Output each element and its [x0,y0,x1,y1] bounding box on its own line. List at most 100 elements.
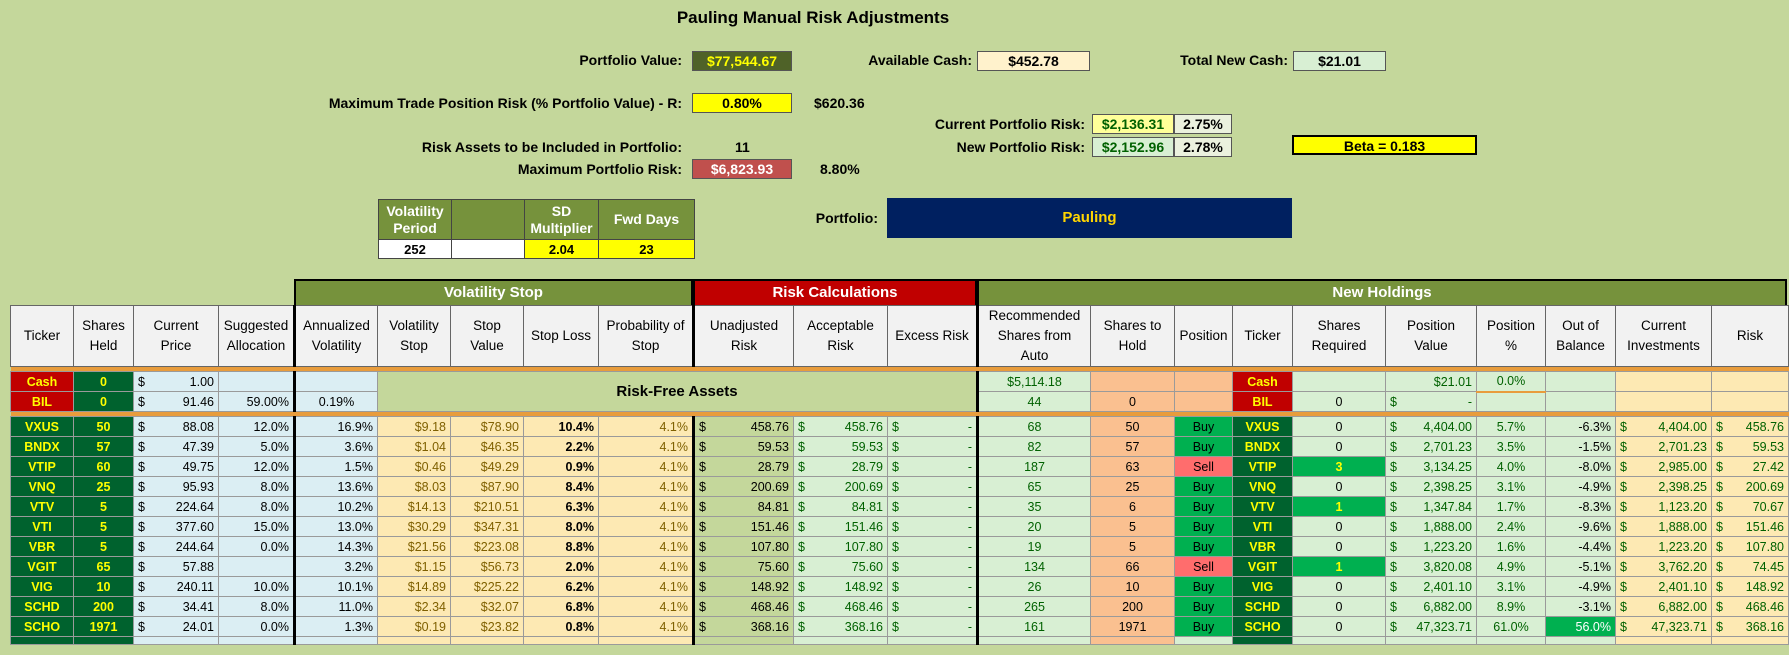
excess-risk-cell: $ - [887,456,978,477]
portfolio-name[interactable]: Pauling [887,198,1292,238]
allocation-cell[interactable]: 8.0% [218,476,295,497]
allocation-cell[interactable]: 12.0% [218,456,295,477]
currency-symbol: $ [1716,579,1723,594]
cell-value: - [967,619,972,634]
ticker-cell[interactable]: VXUS [10,416,74,437]
recommended-cell: 35 [976,496,1091,517]
current-investments-cell [1615,391,1712,412]
shares-held-cell[interactable]: 10 [73,576,134,597]
allocation-cell[interactable]: 15.0% [218,516,295,537]
ticker-cell[interactable]: VTIP [10,456,74,477]
sd-multiplier-value[interactable]: 2.04 [524,239,599,259]
allocation-cell[interactable]: 0.0% [218,616,295,637]
currency-symbol: $ [892,619,899,634]
shares-held-cell[interactable]: 50 [73,416,134,437]
recommended-cell: 82 [976,436,1091,457]
allocation-cell[interactable]: 59.00% [218,391,295,412]
shares-to-hold-cell[interactable]: 5 [1090,536,1175,557]
fwd-days-value[interactable]: 23 [598,239,695,259]
shares-held-cell[interactable]: 5 [73,496,134,517]
shares-held-cell[interactable]: 60 [73,456,134,477]
ticker-cell[interactable]: Cash [10,371,74,392]
shares-held-cell[interactable]: 57 [73,436,134,457]
volatility-stop-cell: $1.15 [377,556,451,577]
ticker-cell[interactable]: SCHD [10,596,74,617]
unadjusted-risk-cell: $200.69 [692,476,794,497]
price-cell: $95.93 [133,476,219,497]
bil-row: BIL 0 $91.46 59.00% 0.19% 44 0 BIL 0 $ - [10,391,1789,412]
shares-to-hold-cell[interactable]: 200 [1090,596,1175,617]
shares-held-cell[interactable]: 65 [73,556,134,577]
shares-held-cell[interactable]: 5 [73,536,134,557]
shares-to-hold-cell[interactable]: 66 [1090,556,1175,577]
position-value-header: Position Value [1385,305,1477,367]
shares-to-hold-cell[interactable]: 57 [1090,436,1175,457]
out-of-balance-cell: -4.4% [1545,536,1616,557]
shares-to-hold-cell[interactable]: 25 [1090,476,1175,497]
risk-assets-label: Risk Assets to be Included in Portfolio: [421,139,682,155]
ticker-cell[interactable]: VBR [10,536,74,557]
ticker-cell[interactable]: VGIT [10,556,74,577]
risk-cell: $107.80 [1711,536,1789,557]
volatility-stop-cell [377,636,451,645]
allocation-cell[interactable] [218,556,295,577]
cell-value: 4,404.00 [1658,419,1707,434]
shares-to-hold-cell[interactable]: 6 [1090,496,1175,517]
allocation-cell[interactable] [218,371,295,392]
allocation-cell[interactable]: 8.0% [218,496,295,517]
ticker2-cell: BIL [1232,391,1293,412]
shares-to-hold-cell[interactable]: 10 [1090,576,1175,597]
shares-to-hold-cell[interactable] [1090,371,1175,392]
ticker-cell[interactable]: BIL [10,391,74,412]
volatility-stop-cell: $0.19 [377,616,451,637]
allocation-cell[interactable]: 8.0% [218,596,295,617]
allocation-cell[interactable]: 10.0% [218,576,295,597]
holdings-table: Ticker Shares Held Current Price Suggested … [10,305,1789,645]
cell-value: 3,820.08 [1423,559,1472,574]
cell-value: 151.46 [750,519,789,534]
shares-held-cell[interactable]: 0 [73,371,134,392]
cell-value: 75.60 [851,559,883,574]
portfolio-value[interactable]: $77,544.67 [692,51,792,71]
currency-symbol: $ [1620,479,1627,494]
out-of-balance-cell: -8.0% [1545,456,1616,477]
ticker-cell[interactable]: VIG [10,576,74,597]
ticker-cell[interactable]: VTV [10,496,74,517]
cell-value: 84.81 [851,499,883,514]
unadjusted-risk-header: Unadjusted Risk [692,305,794,367]
shares-held-cell[interactable]: 5 [73,516,134,537]
shares-to-hold-cell[interactable]: 5 [1090,516,1175,537]
ticker-cell[interactable]: VNQ [10,476,74,497]
shares-to-hold-cell[interactable]: 1971 [1090,616,1175,637]
shares-to-hold-cell [1090,636,1175,645]
current-investments-cell [1615,371,1712,392]
shares-held-cell[interactable]: 0 [73,391,134,412]
ticker-cell[interactable]: SCHO [10,616,74,637]
vol-period-value[interactable]: 252 [378,239,452,259]
max-trade-risk-pct[interactable]: 0.80% [692,93,792,113]
currency-symbol: $ [1390,419,1397,434]
risk-cell: $70.67 [1711,496,1789,517]
shares-to-hold-cell[interactable]: 50 [1090,416,1175,437]
ticker-cell[interactable]: BNDX [10,436,74,457]
out-of-balance-cell: -9.6% [1545,516,1616,537]
shares-held-cell[interactable]: 200 [73,596,134,617]
shares-required-cell: 3 [1292,456,1386,477]
allocation-cell[interactable]: 12.0% [218,416,295,437]
shares-to-hold-cell[interactable]: 0 [1090,391,1175,412]
allocation-cell[interactable]: 5.0% [218,436,295,457]
currency-symbol: $ [138,419,145,434]
stop-value-cell: $225.22 [450,576,524,597]
stop-value-cell: $49.29 [450,456,524,477]
allocation-cell[interactable]: 0.0% [218,536,295,557]
shares-held-cell[interactable]: 1971 [73,616,134,637]
currency-symbol: $ [892,519,899,534]
price-cell: $49.75 [133,456,219,477]
ticker-cell[interactable]: VTI [10,516,74,537]
position-value: - [1467,394,1472,409]
shares-held-cell[interactable]: 25 [73,476,134,497]
available-cash[interactable]: $452.78 [977,51,1090,71]
risk-cell [1711,371,1789,392]
shares-to-hold-cell[interactable]: 63 [1090,456,1175,477]
total-new-cash[interactable]: $21.01 [1293,51,1386,71]
